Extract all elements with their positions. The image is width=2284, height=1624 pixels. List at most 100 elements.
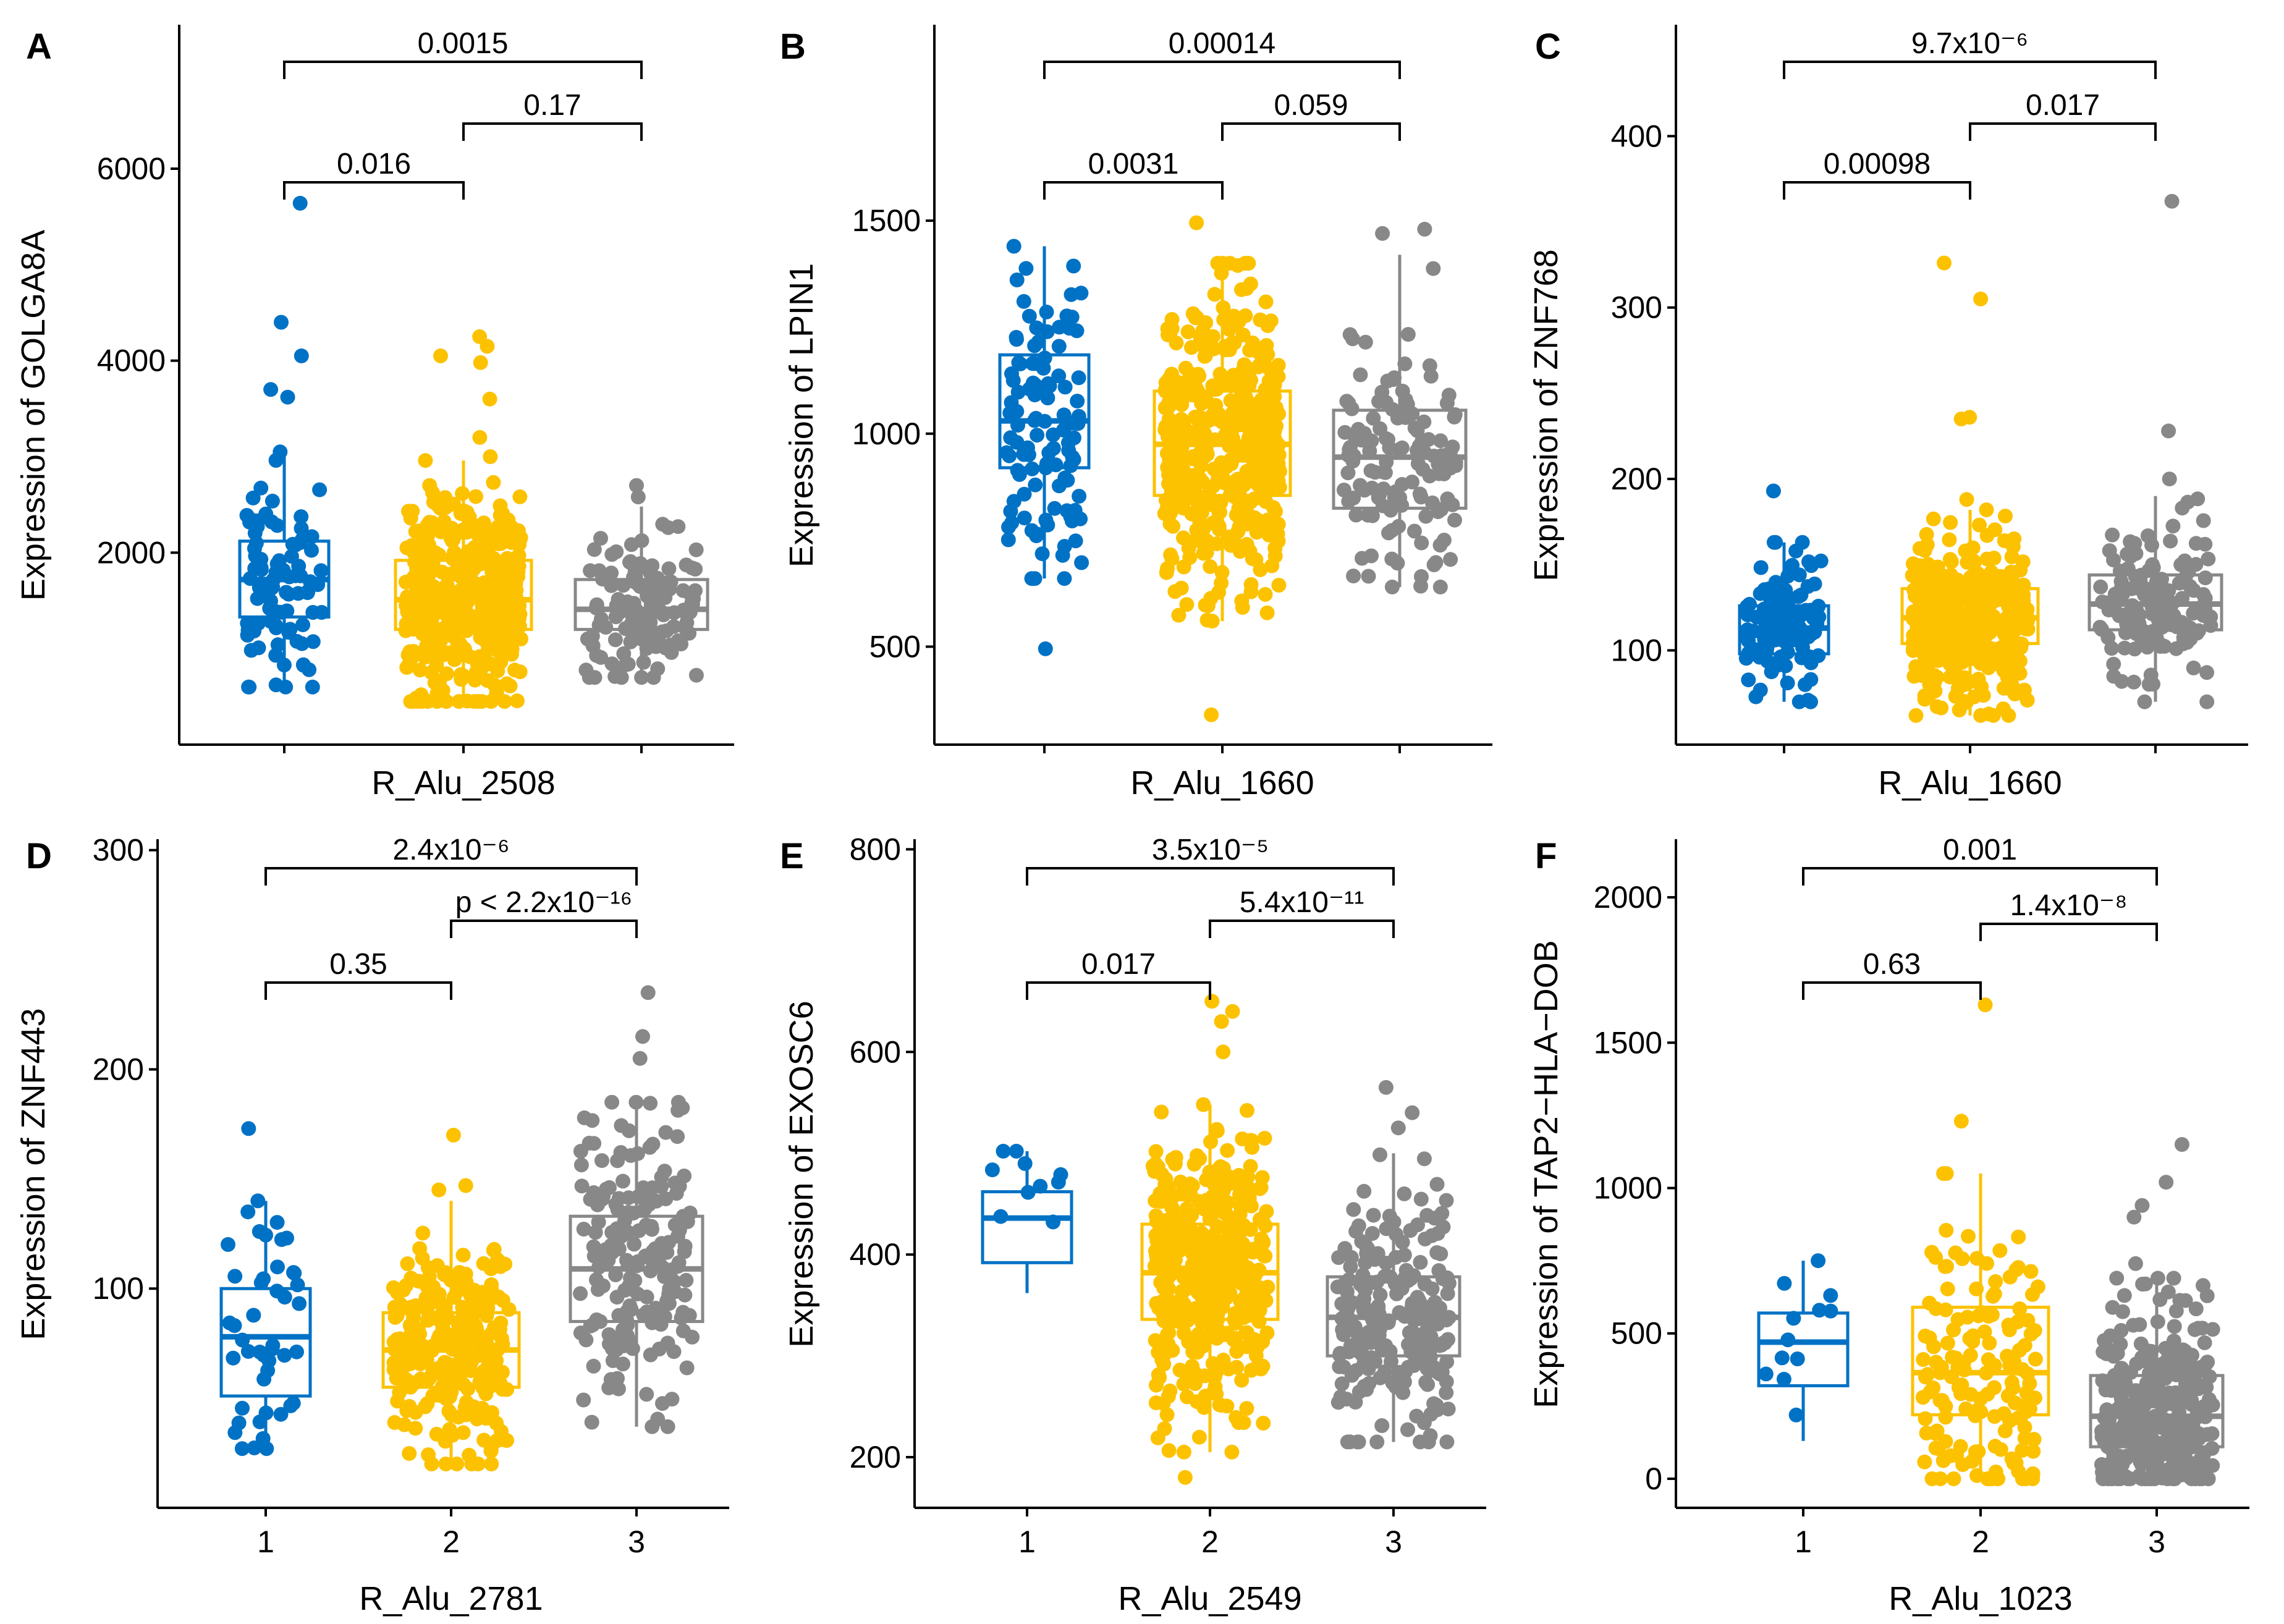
- data-point: [431, 1331, 446, 1347]
- data-point: [2182, 1423, 2197, 1438]
- data-point: [450, 616, 465, 632]
- data-point: [420, 1313, 436, 1328]
- data-point: [1802, 649, 1817, 664]
- data-point: [1172, 1363, 1188, 1378]
- data-point: [424, 612, 439, 628]
- data-point: [1373, 1287, 1388, 1303]
- data-point: [467, 672, 483, 688]
- data-point: [1174, 1284, 1190, 1299]
- data-point: [512, 532, 528, 548]
- significance-bracket: 0.35: [264, 948, 452, 1000]
- box-group-1: [238, 452, 331, 687]
- data-point: [1226, 1332, 1241, 1347]
- data-point: [1342, 327, 1358, 342]
- data-point: [582, 670, 597, 685]
- data-point: [1252, 1303, 1267, 1318]
- p-value-label: 0.63: [1863, 948, 1921, 981]
- data-point: [578, 1332, 594, 1348]
- data-point: [1177, 375, 1193, 391]
- p-value-label: 0.35: [329, 948, 387, 981]
- data-point: [573, 1157, 589, 1173]
- data-point: [666, 1344, 682, 1360]
- data-point: [1366, 410, 1381, 426]
- box-group-1: [981, 1151, 1073, 1293]
- panel-letter: D: [26, 836, 52, 876]
- data-point: [1758, 1366, 1774, 1382]
- points-group-3: [1336, 221, 1463, 594]
- data-point: [426, 1364, 441, 1379]
- data-point: [1225, 480, 1241, 495]
- data-point: [463, 615, 479, 631]
- data-point: [1203, 591, 1219, 606]
- data-point: [1212, 504, 1227, 520]
- panel-letter: E: [780, 836, 804, 876]
- y-tick-label: 1500: [852, 203, 921, 238]
- data-point: [2126, 674, 2141, 690]
- data-point: [1766, 535, 1782, 550]
- data-point: [402, 1446, 417, 1461]
- data-point: [1358, 334, 1373, 350]
- data-point: [1164, 551, 1180, 567]
- data-point: [1368, 1354, 1383, 1369]
- data-point: [1193, 458, 1209, 473]
- outlier-point: [1405, 1105, 1420, 1120]
- data-point: [294, 636, 310, 651]
- box-group-3: [1326, 1153, 1461, 1442]
- data-point: [489, 684, 504, 700]
- data-point: [1009, 434, 1025, 450]
- data-point: [1958, 1401, 1974, 1416]
- box-iqr: [1757, 1311, 1850, 1387]
- data-point: [1171, 607, 1186, 623]
- data-point: [2023, 1326, 2039, 1342]
- data-point: [235, 1400, 250, 1416]
- data-point: [1364, 508, 1380, 523]
- data-point: [2129, 1356, 2144, 1371]
- data-point: [1051, 1175, 1066, 1190]
- data-point: [655, 1396, 670, 1411]
- data-point: [1373, 1370, 1388, 1385]
- data-point: [577, 1110, 592, 1125]
- data-point: [1940, 1281, 1955, 1296]
- data-point: [1010, 384, 1026, 400]
- data-point: [646, 670, 661, 685]
- data-point: [658, 1125, 674, 1140]
- data-point: [476, 1432, 492, 1448]
- data-point: [2117, 640, 2133, 656]
- data-point: [594, 1153, 609, 1169]
- data-point: [1257, 1131, 1272, 1146]
- data-point: [1249, 525, 1264, 540]
- data-point: [1251, 466, 1266, 481]
- data-point: [1334, 1296, 1350, 1311]
- outlier-point: [458, 1178, 473, 1193]
- data-point: [1200, 1328, 1216, 1343]
- data-point: [312, 482, 328, 497]
- box-iqr: [981, 1190, 1073, 1264]
- data-point: [2005, 656, 2020, 670]
- data-point: [413, 1371, 428, 1387]
- data-point: [1161, 1281, 1177, 1296]
- data-point: [1984, 1307, 2000, 1322]
- data-point: [1976, 688, 1991, 703]
- x-axis-title: R_Alu_1660: [1878, 764, 2062, 801]
- data-point: [269, 1215, 285, 1230]
- data-point: [688, 583, 703, 598]
- data-point: [1074, 555, 1089, 570]
- data-point: [1984, 570, 2000, 586]
- data-point: [1916, 1352, 1931, 1367]
- data-point: [1183, 429, 1199, 445]
- data-point: [441, 1403, 457, 1419]
- data-point: [277, 1348, 292, 1363]
- outlier-point: [1378, 1080, 1394, 1095]
- data-point: [1929, 699, 1945, 714]
- p-value-label: 0.059: [1274, 89, 1348, 122]
- outlier-point: [483, 449, 498, 464]
- data-point: [1353, 1277, 1368, 1292]
- data-point: [503, 640, 518, 655]
- data-point: [2117, 1288, 2132, 1303]
- significance-bracket: 0.0031: [1043, 148, 1224, 200]
- data-point: [2141, 1343, 2157, 1359]
- data-point: [470, 694, 486, 709]
- data-point: [2188, 1301, 2204, 1316]
- bracket-line: [264, 867, 638, 886]
- data-point: [1748, 689, 1764, 704]
